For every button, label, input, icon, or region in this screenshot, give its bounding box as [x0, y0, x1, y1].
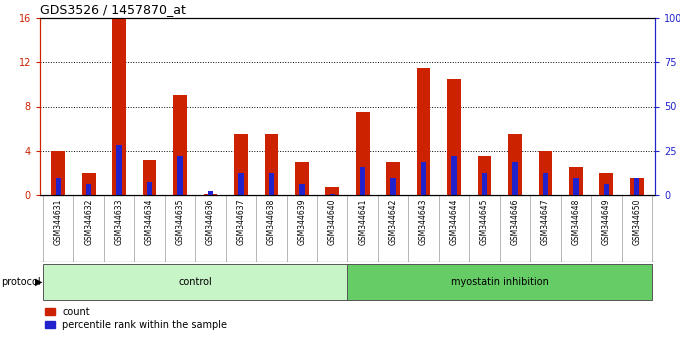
- Bar: [52, 151, 65, 195]
- Text: GSM344640: GSM344640: [328, 198, 337, 245]
- Bar: [508, 134, 522, 195]
- Bar: [86, 184, 91, 195]
- Bar: [600, 173, 613, 195]
- Bar: [56, 178, 61, 195]
- Bar: [116, 145, 122, 195]
- Bar: [390, 178, 396, 195]
- Bar: [234, 134, 248, 195]
- Text: GSM344633: GSM344633: [115, 198, 124, 245]
- Bar: [634, 178, 639, 195]
- Bar: [269, 173, 274, 195]
- Text: GSM344632: GSM344632: [84, 198, 93, 245]
- Bar: [360, 167, 365, 195]
- Bar: [173, 96, 187, 195]
- Text: GSM344642: GSM344642: [389, 198, 398, 245]
- Text: GSM344644: GSM344644: [449, 198, 458, 245]
- Bar: [43, 264, 347, 300]
- Text: GSM344641: GSM344641: [358, 198, 367, 245]
- Bar: [82, 173, 96, 195]
- Text: GDS3526 / 1457870_at: GDS3526 / 1457870_at: [40, 3, 186, 16]
- Bar: [356, 112, 369, 195]
- Bar: [481, 173, 488, 195]
- Bar: [326, 187, 339, 195]
- Text: ▶: ▶: [35, 277, 43, 287]
- Text: GSM344648: GSM344648: [571, 198, 580, 245]
- Bar: [569, 167, 583, 195]
- Bar: [573, 178, 579, 195]
- Bar: [203, 194, 218, 195]
- Bar: [630, 178, 643, 195]
- Bar: [543, 173, 548, 195]
- Text: GSM344650: GSM344650: [632, 198, 641, 245]
- Text: GSM344636: GSM344636: [206, 198, 215, 245]
- Bar: [147, 182, 152, 195]
- Bar: [177, 156, 183, 195]
- Bar: [512, 162, 517, 195]
- Bar: [330, 194, 335, 195]
- Bar: [417, 68, 430, 195]
- Text: myostatin inhibition: myostatin inhibition: [451, 277, 549, 287]
- Text: control: control: [178, 277, 212, 287]
- Bar: [143, 160, 156, 195]
- Legend: count, percentile rank within the sample: count, percentile rank within the sample: [45, 307, 227, 330]
- Bar: [112, 18, 126, 195]
- Text: GSM344643: GSM344643: [419, 198, 428, 245]
- Bar: [295, 162, 309, 195]
- Bar: [452, 156, 457, 195]
- Text: GSM344649: GSM344649: [602, 198, 611, 245]
- Text: GSM344638: GSM344638: [267, 198, 276, 245]
- Text: GSM344645: GSM344645: [480, 198, 489, 245]
- Bar: [421, 162, 426, 195]
- Bar: [347, 264, 652, 300]
- Bar: [208, 190, 214, 195]
- Text: GSM344639: GSM344639: [297, 198, 306, 245]
- Text: GSM344631: GSM344631: [54, 198, 63, 245]
- Bar: [386, 162, 400, 195]
- Text: GSM344646: GSM344646: [511, 198, 520, 245]
- Bar: [447, 79, 461, 195]
- Bar: [238, 173, 243, 195]
- Text: GSM344647: GSM344647: [541, 198, 550, 245]
- Text: GSM344637: GSM344637: [237, 198, 245, 245]
- Bar: [299, 184, 305, 195]
- Bar: [477, 156, 492, 195]
- Bar: [265, 134, 278, 195]
- Bar: [604, 184, 609, 195]
- Text: protocol: protocol: [1, 277, 41, 287]
- Bar: [539, 151, 552, 195]
- Text: GSM344635: GSM344635: [175, 198, 184, 245]
- Text: GSM344634: GSM344634: [145, 198, 154, 245]
